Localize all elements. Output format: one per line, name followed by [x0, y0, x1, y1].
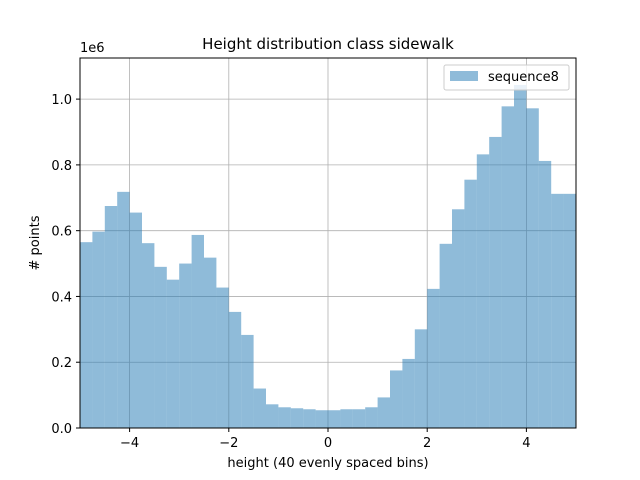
histogram-bar — [92, 231, 105, 428]
histogram-bar — [501, 106, 514, 428]
histogram-bar — [526, 108, 539, 428]
chart-title: Height distribution class sidewalk — [202, 35, 454, 53]
histogram-bar — [452, 209, 465, 428]
histogram-bar — [340, 409, 353, 428]
histogram-bar — [439, 243, 452, 428]
histogram-bar — [204, 257, 217, 428]
histogram-bar — [315, 410, 328, 428]
histogram-bar — [476, 154, 490, 428]
histogram-bar — [551, 193, 564, 428]
histogram-bar — [464, 179, 477, 428]
histogram-bar — [266, 404, 279, 428]
x-tick-label: −2 — [219, 436, 238, 451]
x-tick-label: −4 — [120, 436, 139, 451]
y-tick-label: 0.0 — [51, 422, 72, 437]
histogram-bar — [427, 288, 440, 428]
histogram-bar — [154, 266, 167, 428]
histogram-bar — [278, 407, 291, 428]
histogram-bar — [402, 358, 415, 428]
histogram-bar — [104, 206, 118, 428]
histogram-bar — [514, 84, 527, 429]
legend: sequence8 — [443, 64, 570, 91]
histogram-bar — [228, 311, 242, 428]
x-axis-label: height (40 evenly spaced bins) — [227, 456, 428, 471]
y-tick-label: 0.2 — [51, 356, 72, 371]
axis-ticks: −4 −2 0 2 4 0.0 0.2 0.4 0.6 0.8 1.0 — [51, 93, 530, 451]
legend-label-sequence8: sequence8 — [488, 70, 559, 85]
histogram-bar — [80, 242, 93, 428]
histogram-bars — [80, 84, 576, 429]
x-tick-label: 2 — [423, 436, 431, 451]
histogram-bar — [563, 193, 576, 428]
histogram-bar — [179, 263, 192, 428]
histogram-bar — [129, 212, 142, 428]
histogram-bar — [328, 410, 341, 428]
y-axis-label: # points — [28, 215, 43, 270]
histogram-bar — [216, 287, 229, 428]
histogram-bar — [241, 334, 254, 428]
histogram-bar — [390, 370, 403, 428]
histogram-bar — [303, 409, 316, 428]
y-tick-label: 1.0 — [51, 93, 72, 108]
legend-swatch-sequence8 — [450, 71, 478, 81]
histogram-bar — [253, 388, 266, 428]
y-tick-label: 0.4 — [51, 290, 72, 305]
y-offset-label: 1e6 — [80, 41, 105, 56]
histogram-bar — [352, 409, 366, 428]
histogram-bar — [414, 329, 428, 428]
histogram-bar — [489, 136, 502, 428]
x-tick-label: 0 — [324, 436, 332, 451]
histogram-bar — [290, 408, 304, 428]
histogram-bar — [365, 407, 378, 428]
histogram-bar — [191, 234, 204, 428]
y-tick-label: 0.8 — [51, 159, 72, 174]
histogram-bar — [142, 243, 155, 428]
x-tick-label: 4 — [522, 436, 530, 451]
histogram-bar — [538, 160, 552, 429]
y-tick-label: 0.6 — [51, 225, 72, 240]
histogram-bar — [377, 397, 390, 428]
histogram-bar — [166, 279, 180, 428]
histogram-bar — [117, 191, 130, 428]
